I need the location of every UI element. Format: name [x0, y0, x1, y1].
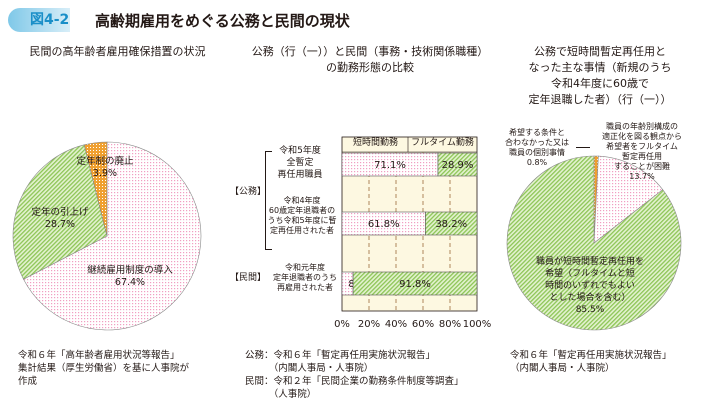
bar-value-label: 71.1%: [374, 160, 406, 171]
bar-title-2: の勤務形態の比較: [326, 61, 414, 74]
pie1-label-abolish: 定年制の廃止 3.9%: [76, 156, 134, 179]
x-tick-label: 80%: [439, 319, 461, 330]
pie3-source: 令和６年「暫定再任用実施状況報告」 （内閣人事局・人事院）: [510, 350, 672, 374]
x-tick-label: 60%: [412, 319, 434, 330]
bar-value-label: 91.8%: [399, 279, 431, 290]
pie3-slice-1: [593, 155, 664, 244]
category-label-3: 令和元年度 定年退職者のうち 再雇用された者: [273, 263, 337, 292]
pie1-label-continue: 継続雇用制度の導入 67.4%: [87, 265, 173, 288]
figure-badge: 図4-2: [8, 8, 70, 32]
category-label-1: 令和5年度 全暫定 再任用職員: [277, 146, 323, 180]
pie3-label-wish: 職員が短時間暫定再任用を 希望（フルタイムと短 時間のいずれでもよい とした場合…: [535, 257, 644, 315]
pie1-slice-2: [83, 141, 108, 237]
pie3-label-other: 希望する条件と 合わなかった又は 職員の個別事情 0.8%: [505, 128, 569, 167]
x-tick-label: 40%: [385, 319, 407, 330]
bar-title-1: 公務（行（一））と民間（事務・技術関係職種）: [251, 45, 489, 58]
legend-full-time: フルタイム勤務: [411, 138, 474, 148]
legend-short-time: 短時間勤務: [352, 138, 398, 148]
group-label-public: 【公務】: [229, 187, 266, 197]
bar-value-label: 61.8%: [368, 219, 400, 230]
bar-source: 公務：令和６年「暫定再任用実施状況報告」 （内閣人事局・人事院） 民間：令和２年…: [245, 350, 464, 400]
pie1-title: 民間の高年齢者雇用確保措置の状況: [29, 45, 206, 58]
group-label-private: 【民間】: [229, 273, 266, 283]
pie1: [12, 141, 202, 331]
bar-value-label: 38.2%: [435, 219, 467, 230]
bar-chart: 71.1%28.9%61.8%38.2%8.2%91.8%0%20%40%60%…: [334, 136, 492, 330]
bar-fulltime-1: [425, 211, 478, 236]
pie3-leader-line: [576, 147, 590, 148]
x-tick-label: 100%: [463, 319, 492, 330]
bar-fulltime-2: [352, 271, 478, 296]
pie1-slice-1: [12, 144, 108, 280]
group-bracket: [265, 151, 272, 250]
pie3: [506, 155, 682, 331]
pie3-slice-2: [506, 155, 682, 331]
pie1-source: 令和６年「高年齢者雇用状況等報告」 集計結果（厚生労働省）を基に人事院が 作成: [18, 350, 190, 387]
bar-fulltime-0: [437, 152, 478, 177]
x-tick-label: 20%: [358, 319, 380, 330]
pie3-label-difficult: 職員の年齢別構成の 適正化を図る観点から 希望者をフルタイム 暫定再任用 するこ…: [602, 122, 682, 181]
pie1-slice-0: [23, 141, 202, 331]
x-tick-label: 0%: [334, 319, 350, 330]
pie3-title: 公務で短時間暫定再任用と なった主な事情（新規のうち 令和4年度に60歳で 定年…: [528, 45, 672, 106]
bar-value-label: 28.9%: [442, 160, 474, 171]
category-label-2: 令和4年度 60歳定年退職者の うち令和5年度に暫 定再任用された者: [267, 196, 337, 235]
figure-title: 高齢期雇用をめぐる公務と民間の現状: [95, 12, 350, 30]
pie1-label-raise: 定年の引上げ 28.7%: [31, 207, 89, 230]
